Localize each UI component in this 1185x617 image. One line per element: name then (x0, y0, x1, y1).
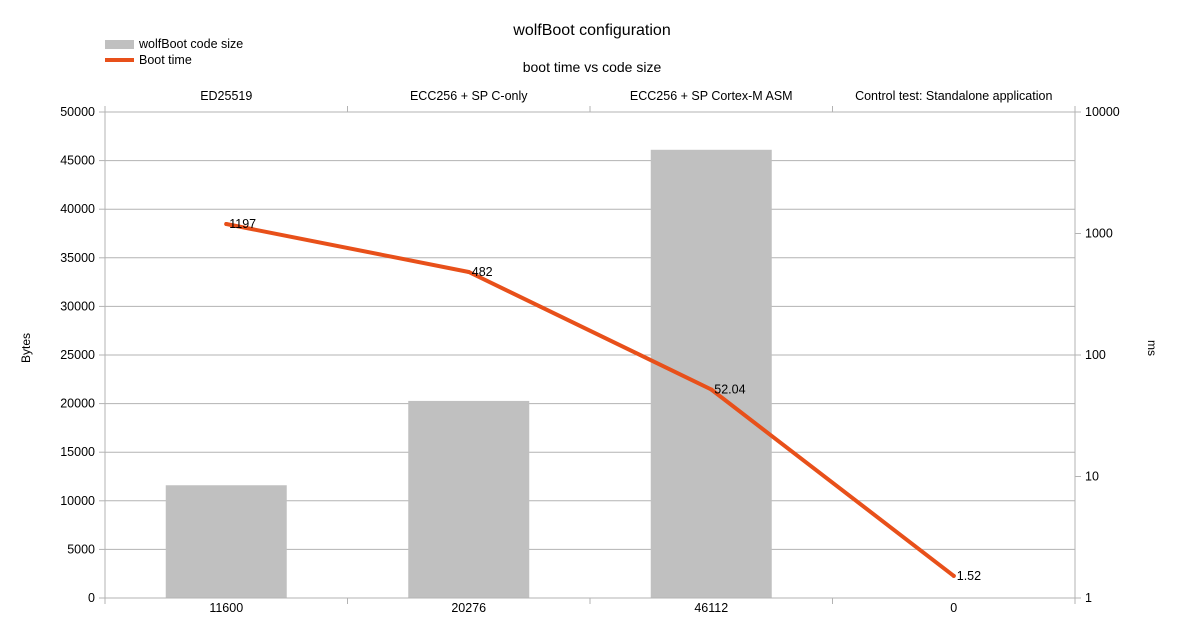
boot-time-data-label: 1197 (229, 217, 256, 231)
y-left-tick-label: 10000 (60, 494, 95, 508)
y-left-tick-label: 5000 (67, 542, 95, 556)
boot-time-data-label: 1.52 (957, 569, 981, 583)
boot-time-point (951, 573, 956, 578)
chart-subtitle: boot time vs code size (523, 59, 662, 75)
bar (165, 485, 287, 598)
x-bottom-tick-label: 46112 (694, 601, 728, 615)
x-top-category-label: Control test: Standalone application (855, 89, 1052, 103)
legend-label-code-size: wolfBoot code size (138, 37, 243, 51)
legend-label-boot-time: Boot time (139, 53, 192, 67)
y-left-tick-label: 15000 (60, 445, 95, 459)
y-left-tick-label: 0 (88, 591, 95, 605)
y-right-tick-label: 10000 (1085, 105, 1120, 119)
x-top-category-label: ED25519 (200, 89, 252, 103)
bar (650, 149, 772, 598)
x-bottom-tick-label: 0 (950, 601, 957, 615)
x-bottom-tick-label: 11600 (209, 601, 243, 615)
y-left-tick-label: 45000 (60, 154, 95, 168)
x-top-category-label: ECC256 + SP C-only (410, 89, 528, 103)
y-axis-right-label: ms (1145, 340, 1159, 356)
y-left-tick-label: 35000 (60, 251, 95, 265)
x-bottom-tick-label: 20276 (451, 601, 486, 615)
bar (408, 400, 530, 598)
boot-time-point (466, 270, 471, 275)
y-left-tick-label: 40000 (60, 202, 95, 216)
boot-time-data-label: 482 (472, 265, 493, 279)
y-left-tick-label: 30000 (60, 299, 95, 313)
legend-swatch-code-size (105, 40, 134, 49)
y-left-tick-label: 50000 (60, 105, 95, 119)
axes (99, 106, 1081, 604)
y-right-tick-label: 1000 (1085, 227, 1113, 241)
boot-time-series (224, 222, 956, 578)
y-left-tick-label: 20000 (60, 397, 95, 411)
y-right-tick-label: 1 (1085, 591, 1092, 605)
boot-time-data-label: 52.04 (714, 382, 745, 396)
y-left-tick-label: 25000 (60, 348, 95, 362)
x-top-category-label: ECC256 + SP Cortex-M ASM (630, 89, 793, 103)
boot-time-point (224, 222, 229, 227)
y-axis-left-label: Bytes (19, 333, 33, 363)
boot-time-line (224, 222, 956, 578)
bars (165, 149, 772, 598)
y-right-tick-label: 10 (1085, 470, 1099, 484)
boot-time-point (709, 387, 714, 392)
chart-title: wolfBoot configuration (512, 22, 670, 39)
y-right-tick-label: 100 (1085, 348, 1106, 362)
tick-labels: 0500010000150002000025000300003500040000… (60, 89, 1120, 615)
legend: wolfBoot code size Boot time (105, 37, 243, 67)
